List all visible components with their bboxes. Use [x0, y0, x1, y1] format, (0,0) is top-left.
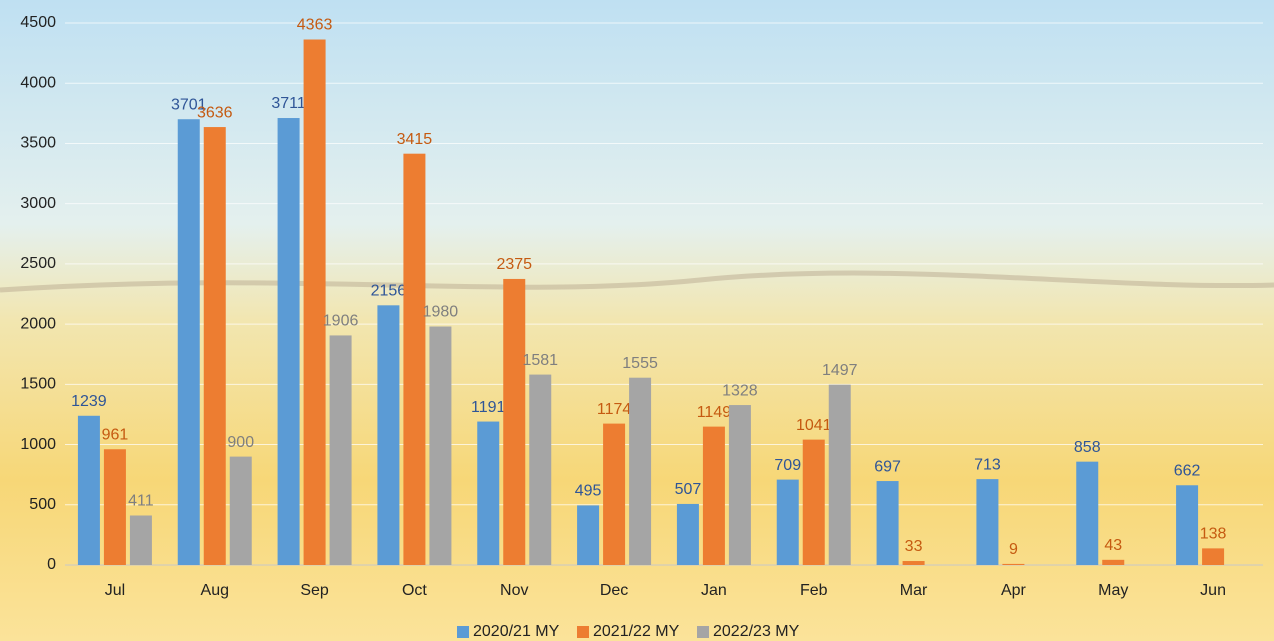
bar — [1102, 559, 1125, 565]
bar — [802, 439, 825, 565]
bar — [477, 421, 500, 565]
data-label: 3415 — [397, 131, 433, 148]
legend-swatch — [457, 626, 469, 638]
data-label: 1149 — [697, 404, 732, 421]
legend-label: 2021/22 MY — [593, 623, 680, 640]
data-label: 43 — [1104, 537, 1122, 554]
legend-label: 2022/23 MY — [713, 623, 800, 640]
y-tick-label: 4000 — [20, 74, 56, 91]
data-label: 1980 — [423, 304, 459, 321]
data-label: 697 — [874, 458, 901, 475]
data-label: 713 — [974, 456, 1001, 473]
bar — [77, 415, 100, 565]
data-label: 662 — [1174, 462, 1201, 479]
bar — [728, 405, 751, 565]
bar — [1202, 548, 1225, 565]
y-tick-label: 3000 — [20, 195, 56, 212]
data-label: 709 — [774, 457, 801, 474]
bar — [229, 456, 252, 565]
bar — [1176, 485, 1199, 565]
bar — [776, 479, 799, 565]
bar — [629, 377, 652, 565]
data-label: 1041 — [796, 417, 832, 434]
data-label: 1191 — [471, 399, 506, 416]
x-tick-label: May — [1098, 582, 1128, 599]
y-tick-label: 3500 — [20, 135, 56, 152]
legend-swatch — [577, 626, 589, 638]
bar — [303, 39, 326, 565]
wire-decoration — [0, 270, 1274, 293]
data-label: 900 — [227, 434, 254, 451]
data-label: 9 — [1009, 541, 1018, 558]
x-tick-label: Oct — [402, 582, 427, 599]
data-label: 2156 — [371, 283, 407, 300]
bar — [702, 426, 725, 565]
y-tick-label: 0 — [47, 556, 56, 573]
y-tick-label: 1500 — [20, 376, 56, 393]
legend-label: 2020/21 MY — [473, 623, 560, 640]
data-label: 1239 — [71, 393, 107, 410]
bar — [676, 503, 699, 565]
y-tick-label: 1000 — [20, 436, 56, 453]
bar — [876, 481, 899, 565]
data-label: 1906 — [323, 313, 359, 330]
x-tick-label: Jun — [1200, 582, 1226, 599]
bar — [277, 118, 300, 565]
x-tick-label: Apr — [1001, 582, 1027, 599]
data-label: 411 — [128, 493, 154, 510]
bar — [1002, 563, 1025, 565]
y-tick-label: 4500 — [20, 14, 56, 31]
data-label: 3636 — [197, 104, 233, 121]
bar — [577, 505, 600, 565]
x-tick-label: Feb — [800, 582, 828, 599]
data-label: 961 — [102, 426, 129, 443]
bar — [377, 305, 400, 565]
x-tick-label: Mar — [900, 582, 928, 599]
data-label: 3711 — [271, 95, 306, 112]
data-label: 1174 — [597, 401, 632, 418]
y-tick-label: 500 — [29, 496, 56, 513]
bar — [902, 561, 925, 565]
bar — [203, 127, 226, 566]
data-label: 1581 — [522, 352, 558, 369]
data-label: 33 — [905, 538, 923, 555]
data-label: 4363 — [297, 17, 333, 34]
x-tick-label: Jan — [701, 582, 727, 599]
x-tick-label: Nov — [500, 582, 528, 599]
data-label: 495 — [575, 483, 602, 500]
bar — [603, 423, 626, 565]
x-tick-label: Sep — [300, 582, 329, 599]
bar — [403, 153, 426, 565]
bar — [828, 384, 851, 565]
bar — [529, 374, 552, 565]
x-tick-label: Jul — [105, 582, 125, 599]
y-tick-label: 2000 — [20, 315, 56, 332]
data-label: 507 — [675, 481, 702, 498]
bar — [976, 479, 999, 565]
bar — [177, 119, 200, 565]
bar — [429, 326, 452, 565]
data-label: 858 — [1074, 439, 1101, 456]
data-label: 1328 — [722, 382, 758, 399]
data-label: 1555 — [622, 355, 658, 372]
bar — [503, 278, 526, 565]
data-label: 3701 — [171, 96, 207, 113]
bar — [103, 449, 126, 565]
bar — [129, 515, 152, 565]
data-label: 138 — [1200, 526, 1227, 543]
y-tick-label: 2500 — [20, 255, 56, 272]
x-tick-label: Aug — [201, 582, 229, 599]
data-label: 1497 — [822, 362, 858, 379]
bar — [1076, 461, 1099, 565]
data-label: 2375 — [496, 256, 532, 273]
legend-swatch — [697, 626, 709, 638]
x-tick-label: Dec — [600, 582, 628, 599]
bar — [329, 335, 352, 565]
